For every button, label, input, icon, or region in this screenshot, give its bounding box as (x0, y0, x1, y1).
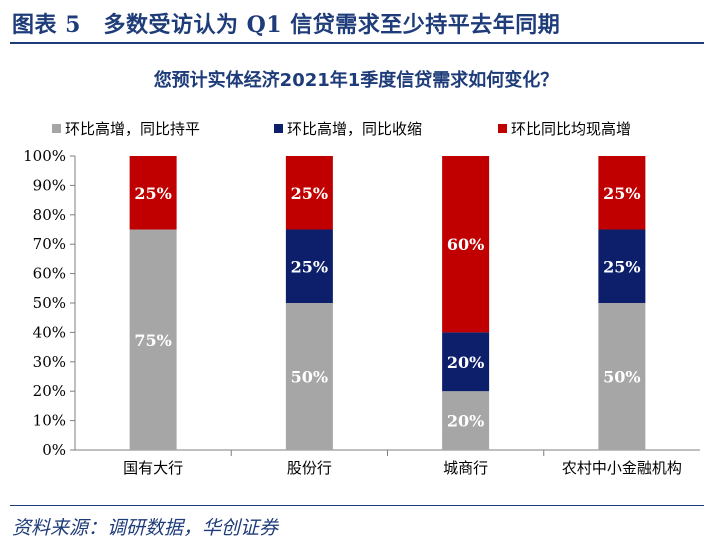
figure-header: 图表 5 多数受访认为 Q1 信贷需求至少持平去年同期 (0, 0, 712, 48)
figure-title: 图表 5 多数受访认为 Q1 信贷需求至少持平去年同期 (12, 12, 561, 38)
data-label: 25% (134, 184, 171, 203)
y-tick-label: 100% (23, 147, 66, 165)
y-tick-label: 10% (33, 412, 66, 430)
x-tick-label: 城商行 (443, 459, 488, 477)
data-label: 50% (603, 368, 640, 387)
x-tick-label: 股份行 (287, 459, 332, 477)
bar-segment (285, 303, 333, 450)
bar-segment (598, 229, 646, 303)
x-tick-label: 农村中小金融机构 (562, 459, 682, 477)
bar-segment (598, 303, 646, 450)
legend-swatch (498, 124, 507, 133)
data-label: 75% (134, 331, 171, 350)
bar-segment (285, 156, 333, 230)
legend-label: 环比同比均现高增 (511, 120, 631, 138)
header-divider (10, 42, 704, 44)
bar-segment (442, 156, 490, 333)
bar-segment (129, 156, 177, 230)
bar-segment (598, 156, 646, 230)
data-label: 25% (291, 257, 328, 276)
y-tick-label: 80% (33, 206, 66, 224)
stacked-bar-chart: 环比高增，同比持平 环比高增，同比收缩 环比同比均现高增 0% 10% 20% 30% 40%… (23, 120, 700, 477)
y-tick-label: 40% (33, 323, 66, 341)
data-label: 25% (603, 184, 640, 203)
data-label: 60% (447, 235, 484, 254)
bar-segment (442, 391, 490, 450)
data-label: 50% (291, 368, 328, 387)
legend-swatch (52, 124, 61, 133)
x-tick-label: 国有大行 (123, 459, 183, 477)
legend-swatch (274, 124, 283, 133)
legend-label: 环比高增，同比收缩 (287, 120, 422, 138)
data-label: 25% (291, 184, 328, 203)
y-tick-label: 70% (33, 235, 66, 253)
chart-title: 您预计实体经济2021年1季度信贷需求如何变化？ (153, 70, 559, 91)
bar-segment (129, 229, 177, 450)
data-label: 20% (447, 353, 484, 372)
source-divider (10, 505, 704, 506)
y-tick-label: 60% (33, 265, 66, 283)
legend-label: 环比高增，同比持平 (65, 120, 200, 138)
y-tick-label: 20% (33, 382, 66, 400)
bar-segment (442, 332, 490, 392)
data-label: 20% (447, 412, 484, 431)
y-tick-label: 30% (33, 353, 66, 371)
y-tick-label: 90% (33, 176, 66, 194)
y-tick-label: 0% (42, 441, 66, 459)
bar-segment (285, 229, 333, 303)
y-tick-label: 50% (33, 294, 66, 312)
data-label: 25% (603, 257, 640, 276)
source-note: 资料来源：调研数据，华创证券 (12, 517, 279, 539)
